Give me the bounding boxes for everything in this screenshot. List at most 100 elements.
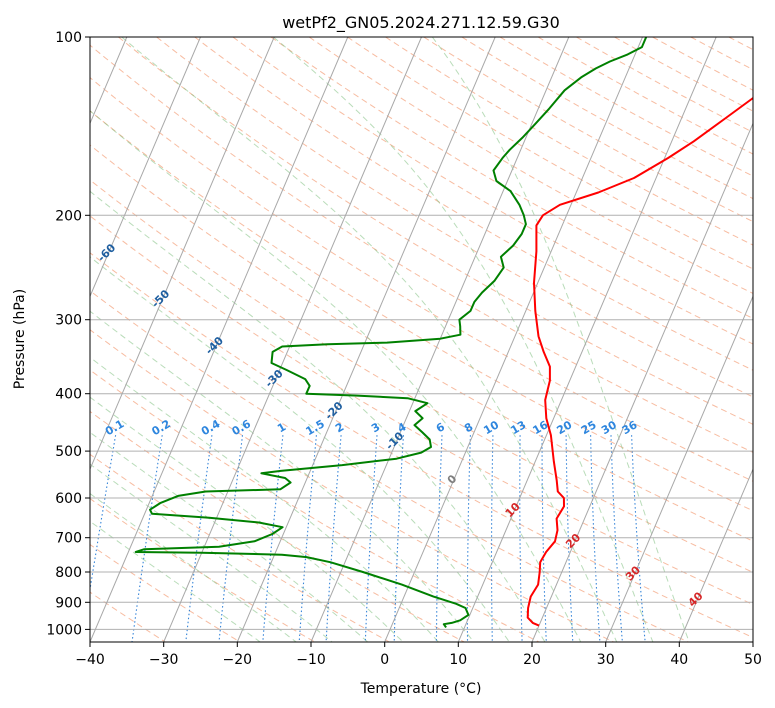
mixing-ratio-line — [541, 435, 547, 642]
x-tick-label: 40 — [670, 652, 688, 668]
isotherm-label: 0 — [445, 472, 460, 487]
mixing-ratio-label: 3 — [369, 420, 382, 435]
dry-adiabat — [90, 179, 753, 573]
dewpoint-line — [134, 37, 648, 628]
x-tick-label: 20 — [523, 652, 541, 668]
mixing-ratio-line — [262, 435, 284, 642]
profile-lines — [134, 37, 753, 628]
moist-adiabat — [90, 431, 369, 642]
mixing-ratio-label: 1.5 — [303, 417, 326, 438]
isotherm-label: 40 — [686, 589, 706, 609]
mixing-ratio-line — [298, 435, 317, 642]
mixing-ratio-line — [131, 435, 163, 642]
mixing-ratio-line — [519, 435, 523, 642]
mixing-ratio-line — [631, 435, 646, 642]
dry-adiabat — [90, 543, 241, 642]
mixing-ratio-line — [590, 435, 601, 642]
isotherm — [90, 37, 201, 298]
y-tick-label: 1000 — [46, 622, 82, 638]
y-tick-label: 400 — [55, 387, 82, 403]
isotherm — [90, 37, 275, 471]
dry-adiabat — [90, 329, 614, 642]
isotherm-label: -80 — [0, 139, 14, 162]
isotherm-label: -70 — [45, 185, 68, 208]
isotherm — [678, 467, 753, 642]
mixing-ratio-line — [90, 435, 117, 593]
mixing-ratio-label: 0.2 — [149, 417, 172, 438]
y-tick-label: 800 — [55, 565, 82, 581]
dry-adiabat — [728, 37, 753, 51]
dry-adiabat — [118, 37, 753, 425]
dry-adiabat — [194, 37, 753, 371]
mixing-ratio-label: 0.4 — [199, 417, 223, 438]
moist-adiabat — [90, 110, 582, 642]
moist-adiabat — [90, 356, 440, 642]
moist-adiabat — [431, 37, 690, 642]
dry-adiabat — [90, 215, 753, 606]
moist-adiabat — [90, 396, 404, 642]
dry-adiabat — [576, 37, 753, 133]
y-tick-label: 500 — [55, 444, 82, 460]
x-tick-label: −10 — [296, 652, 326, 668]
temperature-line — [526, 96, 753, 627]
x-tick-label: −20 — [223, 652, 253, 668]
y-tick-label: 200 — [55, 208, 82, 224]
mixing-ratio-label: 30 — [599, 418, 619, 437]
dry-adiabat — [90, 410, 465, 642]
pressure-gridlines — [90, 37, 753, 630]
dry-adiabat — [499, 37, 753, 177]
isotherm — [605, 295, 753, 642]
isotherm-label: -30 — [263, 367, 286, 390]
dry-adiabat — [232, 37, 753, 345]
mixing-ratio-line — [610, 435, 623, 642]
y-axis-title: Pressure (hPa) — [12, 289, 28, 389]
mixing-ratio-label: 1 — [275, 420, 288, 435]
dry-adiabat — [90, 76, 753, 482]
dry-adiabat — [90, 252, 753, 639]
mixing-ratio-label: 20 — [554, 418, 574, 437]
mixing-ratio-line — [490, 435, 494, 642]
moist-adiabat — [121, 37, 618, 642]
mixing-ratio-label: 0.6 — [230, 417, 254, 438]
dry-adiabat — [690, 37, 753, 71]
isotherm-label: 30 — [623, 563, 643, 583]
mixing-ratio-label: 10 — [481, 418, 501, 437]
isotherm-label: -20 — [322, 399, 345, 422]
dry-adiabat — [308, 37, 753, 294]
chart-title: wetPf2_GN05.2024.271.12.59.G30 — [282, 13, 560, 33]
y-tick-label: 700 — [55, 531, 82, 547]
dry-adiabat — [385, 37, 753, 246]
mixing-ratio-label: 13 — [508, 418, 528, 437]
isotherm-label: -50 — [149, 287, 172, 310]
x-axis-title: Temperature (°C) — [360, 681, 482, 697]
mixing-ratio-label: 2 — [333, 420, 346, 435]
mixing-ratio-line — [466, 435, 471, 642]
moist-adiabat — [90, 310, 475, 642]
mixing-ratio-layer — [90, 435, 646, 642]
mixing-ratio-line — [565, 435, 574, 642]
dry-adiabat — [156, 37, 753, 398]
axes: −40 −30 −20 −10 0 10 20 30 40 5010020030040050060… — [46, 30, 762, 668]
isotherm — [236, 37, 496, 642]
dry-adiabat — [537, 37, 753, 155]
x-tick-label: 30 — [597, 652, 615, 668]
moist-adiabat — [273, 37, 654, 642]
moist-adiabats-layer — [90, 37, 690, 642]
y-tick-label: 600 — [55, 491, 82, 507]
moist-adiabat — [90, 190, 546, 642]
x-tick-label: 50 — [744, 652, 762, 668]
mixing-ratio-line — [325, 435, 342, 642]
mixing-ratio-line — [364, 435, 378, 642]
mixing-ratio-label: 36 — [620, 418, 640, 437]
dry-adiabat — [90, 44, 753, 453]
x-tick-label: −30 — [149, 652, 179, 668]
isotherm-label: -60 — [95, 241, 118, 264]
dry-adiabat — [90, 453, 390, 642]
dry-adiabats-layer — [90, 37, 775, 642]
x-tick-label: 10 — [449, 652, 467, 668]
moist-adiabat — [90, 520, 262, 642]
isotherm — [457, 37, 717, 642]
dry-adiabat — [461, 37, 753, 200]
dry-adiabat — [767, 37, 775, 642]
